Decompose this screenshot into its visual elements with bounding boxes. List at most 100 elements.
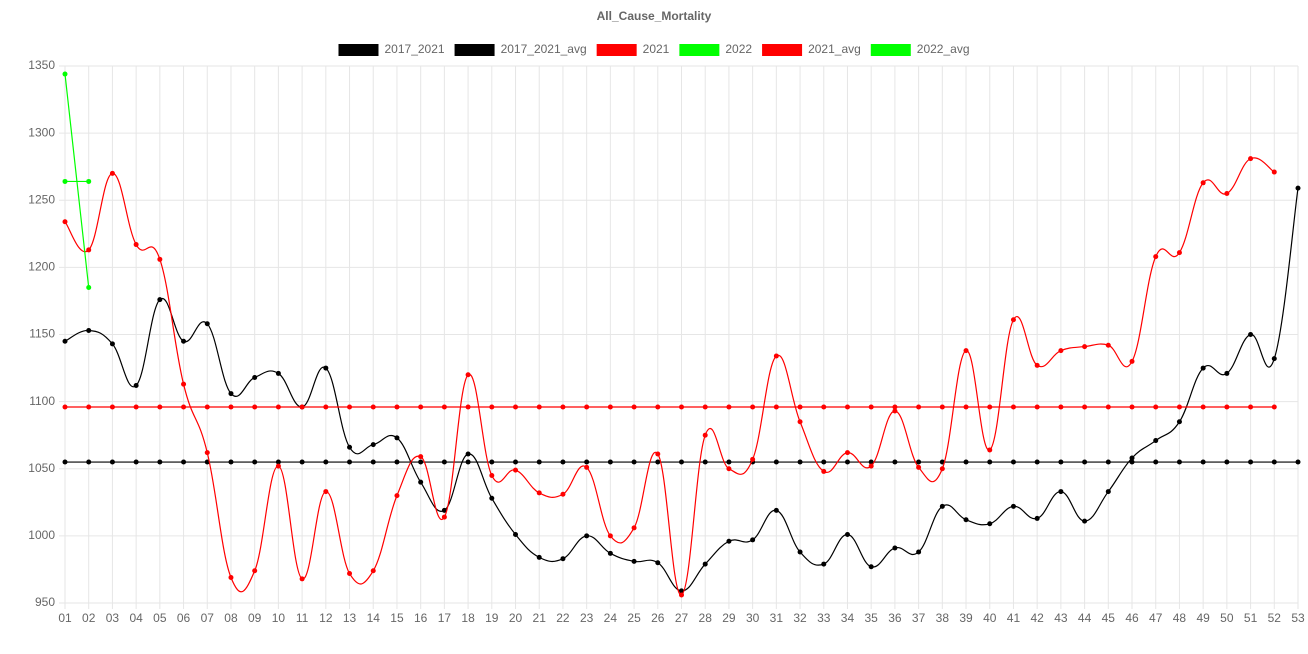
data-point xyxy=(418,454,424,460)
data-point xyxy=(679,588,684,594)
data-point xyxy=(275,459,281,465)
data-point xyxy=(418,404,424,410)
data-point xyxy=(1295,459,1301,465)
data-point xyxy=(252,404,258,410)
legend-label: 2022 xyxy=(725,42,752,56)
y-tick-label: 1000 xyxy=(28,528,55,542)
data-point xyxy=(323,404,329,410)
data-point xyxy=(584,533,590,539)
data-point xyxy=(892,408,898,414)
data-point xyxy=(1105,342,1111,348)
data-point xyxy=(62,71,68,77)
x-tick-label: 03 xyxy=(106,611,120,625)
x-tick-label: 16 xyxy=(414,611,428,625)
data-point xyxy=(489,459,495,465)
data-point xyxy=(1248,459,1254,465)
data-point xyxy=(536,404,542,410)
data-point xyxy=(1058,489,1064,495)
data-point xyxy=(536,490,542,496)
y-tick-label: 1100 xyxy=(29,394,55,408)
x-tick-label: 28 xyxy=(699,611,713,625)
x-tick-label: 08 xyxy=(224,611,238,625)
data-point xyxy=(773,353,779,359)
data-point xyxy=(1129,404,1135,410)
data-point xyxy=(868,463,874,469)
x-tick-label: 33 xyxy=(817,611,831,625)
data-point xyxy=(441,459,447,465)
data-point xyxy=(844,532,850,538)
data-point xyxy=(109,459,115,465)
data-point xyxy=(821,561,827,567)
data-point xyxy=(536,459,542,465)
data-point xyxy=(1058,459,1064,465)
chart-title: All_Cause_Mortality xyxy=(597,9,712,23)
data-point xyxy=(1200,404,1206,410)
data-point xyxy=(418,479,424,485)
data-point xyxy=(560,459,566,465)
data-point xyxy=(1010,404,1016,410)
data-point xyxy=(963,517,969,523)
data-point xyxy=(987,521,993,527)
x-tick-label: 35 xyxy=(865,611,879,625)
data-point xyxy=(892,545,898,551)
data-point xyxy=(797,419,803,425)
data-point xyxy=(1034,362,1040,368)
data-point xyxy=(1200,459,1206,465)
data-point xyxy=(62,178,68,184)
legend-swatch xyxy=(596,44,637,56)
data-point xyxy=(1034,459,1040,465)
data-point xyxy=(773,459,779,465)
data-point xyxy=(489,495,495,501)
data-point xyxy=(702,432,708,438)
data-point xyxy=(109,170,115,176)
data-point xyxy=(513,459,519,465)
x-tick-label: 37 xyxy=(912,611,926,625)
legend-item: 2022 xyxy=(679,42,752,56)
x-tick-label: 02 xyxy=(82,611,96,625)
data-point xyxy=(181,381,187,387)
x-tick-label: 25 xyxy=(627,611,641,625)
data-point xyxy=(1224,191,1230,197)
x-tick-label: 26 xyxy=(651,611,665,625)
data-point xyxy=(963,348,969,354)
x-tick-label: 11 xyxy=(296,611,309,625)
data-point xyxy=(1248,404,1254,410)
data-point xyxy=(347,404,353,410)
data-point xyxy=(1082,518,1088,524)
x-tick-label: 24 xyxy=(604,611,618,625)
data-point xyxy=(868,564,874,570)
x-tick-label: 48 xyxy=(1173,611,1187,625)
x-tick-label: 10 xyxy=(272,611,286,625)
data-point xyxy=(109,341,115,347)
x-tick-label: 13 xyxy=(343,611,357,625)
data-point xyxy=(62,219,68,225)
data-point xyxy=(228,391,234,397)
data-point xyxy=(181,404,187,410)
data-point xyxy=(655,404,661,410)
data-point xyxy=(299,404,305,410)
data-point xyxy=(252,568,258,574)
data-point xyxy=(86,459,92,465)
x-tick-label: 42 xyxy=(1030,611,1044,625)
legend-swatch xyxy=(454,44,495,56)
x-tick-label: 31 xyxy=(770,611,784,625)
data-point xyxy=(1153,459,1159,465)
data-point xyxy=(797,459,803,465)
data-point xyxy=(797,404,803,410)
data-point xyxy=(275,404,281,410)
y-tick-label: 1200 xyxy=(28,260,55,274)
data-point xyxy=(133,404,139,410)
x-tick-label: 20 xyxy=(509,611,523,625)
data-point xyxy=(86,285,92,291)
x-tick-label: 29 xyxy=(722,611,736,625)
data-point xyxy=(489,404,495,410)
data-point xyxy=(394,493,400,499)
data-point xyxy=(607,550,613,556)
data-point xyxy=(86,178,92,184)
data-point xyxy=(1010,503,1016,509)
data-point xyxy=(275,370,281,376)
data-point xyxy=(1271,356,1277,362)
data-point xyxy=(702,459,708,465)
series-line xyxy=(64,73,90,288)
data-point xyxy=(1153,404,1159,410)
